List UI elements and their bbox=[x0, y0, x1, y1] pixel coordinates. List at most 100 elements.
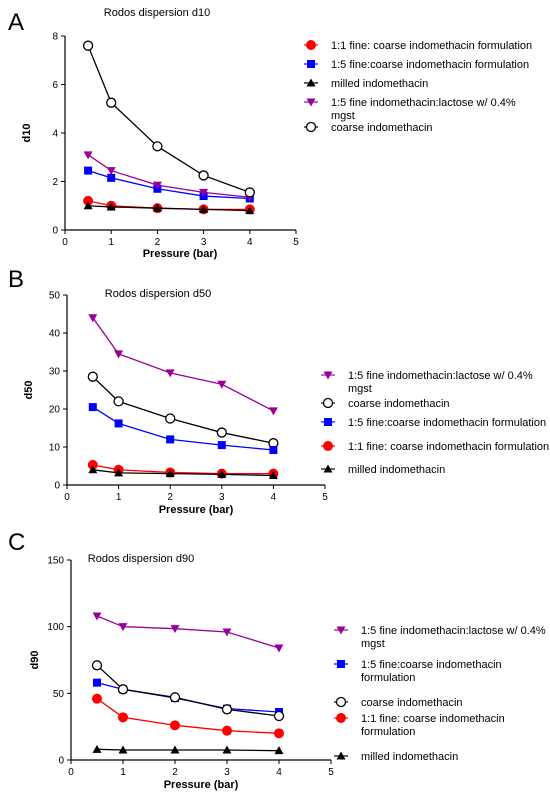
data-point bbox=[106, 202, 116, 211]
legend-item: coarse indomethacin bbox=[304, 121, 433, 134]
legend-label: 1:5 fine indomethacin:lactose w/ 0.4% bbox=[348, 370, 533, 382]
data-point bbox=[113, 396, 124, 407]
legend-label: 1:5 fine indomethacin:lactose w/ 0.4% bbox=[361, 625, 546, 637]
data-point bbox=[88, 465, 98, 474]
x-tick-label: 1 bbox=[108, 237, 114, 248]
data-point bbox=[88, 314, 98, 323]
legend-label: milled indomethacin bbox=[331, 78, 428, 90]
legend-item: milled indomethacin bbox=[321, 464, 445, 476]
data-point bbox=[152, 141, 163, 152]
x-tick-label: 1 bbox=[120, 767, 126, 778]
data-point bbox=[106, 167, 116, 176]
legend: 1:5 fine indomethacin:lactose w/ 0.4%mgs… bbox=[334, 625, 546, 763]
data-point bbox=[217, 380, 227, 389]
series-coarse-indomethacin bbox=[87, 371, 279, 449]
series-1-5-fine-coarse-indomethacin-formulation bbox=[93, 678, 283, 716]
data-point bbox=[92, 693, 102, 704]
data-point bbox=[165, 469, 175, 478]
legend-label: mgst bbox=[331, 110, 355, 122]
legend-item: 1:1 fine: coarse indomethacin formulatio… bbox=[321, 441, 549, 453]
x-axis-label: Pressure (bar) bbox=[159, 504, 234, 516]
series-coarse-indomethacin bbox=[82, 40, 255, 198]
data-point bbox=[199, 204, 209, 213]
legend-label: 1:5 fine:coarse indomethacin formulation bbox=[348, 417, 546, 429]
data-point bbox=[93, 678, 101, 687]
panel-c: C Rodos dispersion d90 0 50 100 150 0 1 2 3 4 5 d90 P… bbox=[0, 524, 550, 803]
panel-letter: A bbox=[8, 9, 24, 36]
legend-marker bbox=[336, 751, 346, 760]
y-tick-label: 50 bbox=[49, 291, 61, 302]
y-axis-label: d10 bbox=[21, 124, 33, 143]
series-1-1-fine-coarse-indomethacin-formulation bbox=[83, 195, 255, 215]
data-point bbox=[84, 166, 93, 175]
chart-title: Rodos dispersion d90 bbox=[88, 553, 194, 565]
data-point bbox=[274, 728, 284, 739]
y-tick-label: 4 bbox=[52, 129, 58, 140]
data-point bbox=[165, 413, 176, 424]
data-point bbox=[83, 151, 93, 160]
legend-marker bbox=[306, 40, 316, 50]
data-point bbox=[118, 623, 128, 632]
chart-d10: A Rodos dispersion d10 0 2 4 6 8 0 1 2 3 4 5 d10 Press… bbox=[8, 7, 532, 260]
legend-marker bbox=[306, 78, 316, 87]
data-point bbox=[166, 435, 175, 444]
x-tick-label: 4 bbox=[276, 767, 282, 778]
series-1-1-fine-coarse-indomethacin-formulation bbox=[92, 693, 284, 739]
x-tick-label: 1 bbox=[116, 492, 122, 503]
data-point bbox=[216, 427, 227, 438]
legend-item: 1:5 fine indomethacin:lactose w/ 0.4%mgs… bbox=[304, 97, 516, 122]
legend-label: milled indomethacin bbox=[348, 464, 445, 476]
data-point bbox=[217, 469, 227, 478]
data-point bbox=[87, 371, 98, 382]
series-line bbox=[92, 376, 274, 444]
legend-item: 1:5 fine:coarse indomethacin formulation bbox=[321, 417, 546, 429]
data-point bbox=[107, 173, 116, 182]
panel-b: B Rodos dispersion d50 0 10 20 30 40 50 0 1 2 3 4 5 d5… bbox=[0, 262, 550, 524]
x-tick-label: 3 bbox=[224, 767, 230, 778]
data-point bbox=[222, 628, 232, 637]
series-1-5-fine-indomethacin-lactose-w-0-4-mgst bbox=[92, 612, 284, 653]
data-point bbox=[92, 612, 102, 621]
legend-item: coarse indomethacin bbox=[321, 397, 450, 410]
y-tick-label: 30 bbox=[49, 367, 61, 378]
data-point bbox=[221, 704, 233, 715]
data-point bbox=[114, 468, 124, 477]
x-tick-label: 5 bbox=[322, 492, 328, 503]
legend-marker bbox=[323, 371, 333, 380]
legend-marker bbox=[323, 464, 333, 473]
x-tick-label: 3 bbox=[201, 237, 207, 248]
series-1-5-fine-coarse-indomethacin-formulation bbox=[88, 403, 278, 455]
legend-item: milled indomethacin bbox=[304, 78, 428, 90]
legend-label: 1:5 fine:coarse indomethacin bbox=[361, 659, 502, 671]
data-point bbox=[170, 720, 180, 731]
chart-title: Rodos dispersion d50 bbox=[105, 288, 211, 300]
legend-item: milled indomethacin bbox=[334, 751, 458, 763]
legend: 1:5 fine indomethacin:lactose w/ 0.4%mgs… bbox=[321, 370, 549, 476]
legend-label: 1:5 fine:coarse indomethacin formulation bbox=[331, 59, 529, 71]
data-point bbox=[274, 746, 284, 755]
data-point bbox=[88, 403, 97, 412]
x-tick-label: 4 bbox=[247, 237, 253, 248]
y-tick-label: 150 bbox=[47, 556, 64, 567]
legend-label: coarse indomethacin bbox=[361, 697, 463, 709]
chart-title: Rodos dispersion d10 bbox=[104, 7, 210, 19]
legend-label: 1:1 fine: coarse indomethacin formulatio… bbox=[331, 40, 532, 52]
legend-marker bbox=[306, 98, 316, 107]
y-tick-label: 8 bbox=[52, 32, 58, 43]
legend-label: formulation bbox=[361, 726, 415, 738]
legend-item: 1:1 fine: coarse indomethacin formulatio… bbox=[304, 40, 532, 52]
legend-marker bbox=[322, 397, 334, 409]
data-point bbox=[152, 181, 162, 190]
data-point bbox=[222, 725, 232, 736]
series-milled-indomethacin bbox=[88, 465, 278, 479]
data-point bbox=[165, 369, 175, 378]
y-tick-label: 0 bbox=[54, 481, 60, 492]
data-point bbox=[114, 350, 124, 359]
data-point bbox=[170, 625, 180, 634]
data-point bbox=[152, 203, 162, 212]
data-point bbox=[268, 407, 278, 416]
legend-marker bbox=[337, 660, 345, 668]
y-tick-label: 0 bbox=[58, 756, 64, 767]
